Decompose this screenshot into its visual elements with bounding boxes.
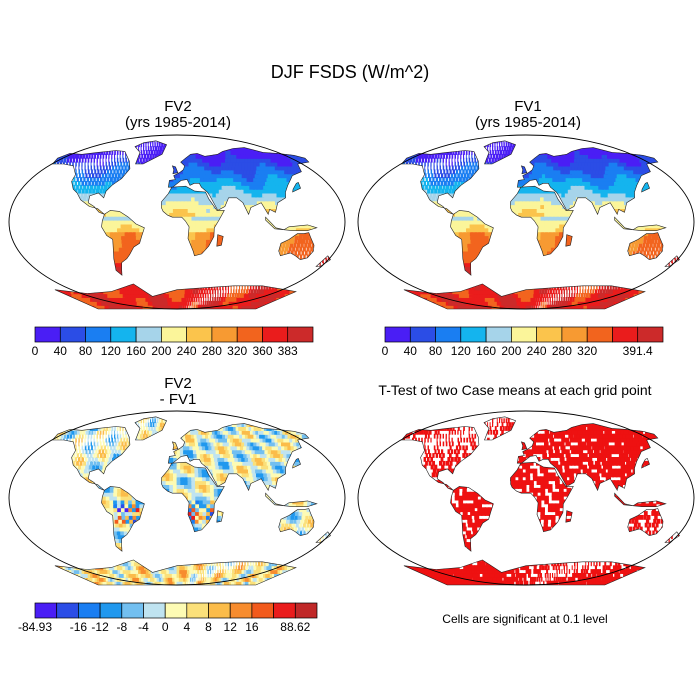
colorbar-tick-label: -4: [138, 620, 149, 634]
colorbar-box: [485, 326, 512, 343]
colorbar-fv2: 0 40 80 120 160 200 240 280 320 360 383: [32, 326, 314, 358]
panel-fv1-subtitle: (yrs 1985-2014): [475, 114, 581, 131]
colorbar-tick-label: 0: [382, 344, 389, 358]
colorbar-box: [612, 326, 639, 343]
colorbar-tick-label: 240: [177, 344, 197, 358]
colorbar-box: [208, 602, 231, 619]
colorbar-tick-label: 0: [162, 620, 169, 634]
colorbar-tick-label: 16: [245, 620, 259, 634]
map-ttest: [357, 410, 695, 586]
colorbar-box: [99, 602, 123, 619]
colorbar-tick-label: 120: [451, 344, 471, 358]
colorbar-tick-label: 40: [404, 344, 418, 358]
colorbar-box: [121, 602, 144, 619]
panel-diff-subtitle: - FV1: [159, 391, 197, 408]
colorbar-tick-label: 360: [252, 344, 272, 358]
colorbar-box: [561, 326, 588, 343]
colorbar-box: [384, 326, 411, 343]
colorbar-box: [164, 602, 188, 619]
colorbar-box: [511, 326, 538, 343]
colorbar-box: [586, 326, 613, 343]
colorbar-tick-label: 160: [126, 344, 146, 358]
colorbar-box: [294, 602, 318, 619]
colorbar-box: [34, 326, 61, 343]
colorbar-box: [110, 326, 137, 343]
colorbar-tick-label: 280: [552, 344, 572, 358]
colorbar-box: [251, 602, 274, 619]
panel-diff-title: FV2: [164, 375, 192, 392]
colorbar-tick-label: 200: [151, 344, 171, 358]
figure-title: DJF FSDS (W/m^2): [270, 62, 430, 82]
colorbar-box: [409, 326, 436, 343]
colorbar-tick-label: 80: [429, 344, 443, 358]
colorbar-tick-label: 200: [501, 344, 521, 358]
panel-fv1-title: FV1: [514, 98, 542, 115]
colorbar-box: [78, 602, 101, 619]
colorbar-box: [287, 326, 314, 343]
colorbar-tick-label: -84.93: [18, 620, 52, 634]
colorbar-box: [536, 326, 563, 343]
colorbar-tick-label: 120: [101, 344, 121, 358]
colorbar-box: [229, 602, 253, 619]
map-fv2: [8, 134, 346, 310]
colorbar-tick-label: 383: [278, 344, 298, 358]
colorbar-tick-label: 80: [79, 344, 93, 358]
colorbar-tick-label: 391.4: [623, 344, 653, 358]
colorbar-tick-label: 88.62: [280, 620, 310, 634]
colorbar-tick-label: 320: [577, 344, 597, 358]
colorbar-tick-label: -16: [70, 620, 88, 634]
colorbar-box: [186, 326, 213, 343]
colorbar-box: [143, 602, 166, 619]
colorbar-tick-label: 40: [54, 344, 68, 358]
colorbar-box: [637, 326, 664, 343]
colorbar-box: [435, 326, 462, 343]
colorbar-box: [56, 602, 79, 619]
colorbar-tick-label: 12: [224, 620, 238, 634]
colorbar-box: [85, 326, 112, 343]
colorbar-tick-label: 0: [32, 344, 39, 358]
colorbar-tick-label: -8: [116, 620, 127, 634]
colorbar-box: [236, 326, 263, 343]
colorbar-box: [161, 326, 188, 343]
significance-note: Cells are significant at 0.1 level: [442, 612, 608, 626]
colorbar-diff: -84.93 -16 -12 -8 -4 0 4 8 12 16 88.62: [18, 602, 318, 634]
panel-fv2-title: FV2: [164, 98, 192, 115]
colorbar-box: [59, 326, 86, 343]
panel-ttest-title: T-Test of two Case means at each grid po…: [378, 382, 652, 398]
colorbar-box: [262, 326, 289, 343]
colorbar-tick-label: 4: [183, 620, 190, 634]
colorbar-tick-label: 240: [527, 344, 547, 358]
colorbar-box: [273, 602, 296, 619]
colorbar-box: [135, 326, 162, 343]
colorbar-tick-label: 320: [227, 344, 247, 358]
panel-fv2-subtitle: (yrs 1985-2014): [125, 114, 231, 131]
colorbar-tick-label: 280: [202, 344, 222, 358]
colorbar-box: [186, 602, 209, 619]
colorbar-box: [211, 326, 238, 343]
colorbar-fv1: 0 40 80 120 160 200 240 280 320 391.4: [382, 326, 664, 358]
colorbar-box: [34, 602, 58, 619]
colorbar-tick-label: 8: [205, 620, 212, 634]
colorbar-tick-label: 160: [476, 344, 496, 358]
colorbar-box: [460, 326, 487, 343]
map-diff: [8, 410, 346, 586]
map-fv1: [357, 134, 695, 310]
colorbar-tick-label: -12: [91, 620, 109, 634]
